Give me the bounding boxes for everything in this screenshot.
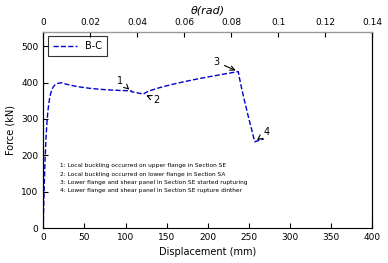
Text: 2: 2 [147, 95, 160, 105]
Text: 3: 3 [213, 57, 235, 70]
Text: 3: Lower flange and shear panel in Section SE started rupturing: 3: Lower flange and shear panel in Secti… [60, 180, 247, 185]
Legend: B-C: B-C [48, 37, 107, 56]
Text: 4: 4 [258, 127, 270, 139]
Text: 4: Lower flange and shear panel in Section SE rupture dinther: 4: Lower flange and shear panel in Secti… [60, 188, 242, 193]
Text: 1: Local buckling occurred on upper flange in Section SE: 1: Local buckling occurred on upper flan… [60, 163, 226, 168]
Text: 2: Local buckling occurred on lower flange in Section SA: 2: Local buckling occurred on lower flan… [60, 172, 225, 177]
Text: 1: 1 [117, 76, 128, 89]
Y-axis label: Force (kN): Force (kN) [5, 105, 16, 155]
X-axis label: Displacement (mm): Displacement (mm) [159, 247, 256, 257]
X-axis label: θ(rad): θ(rad) [191, 6, 225, 16]
